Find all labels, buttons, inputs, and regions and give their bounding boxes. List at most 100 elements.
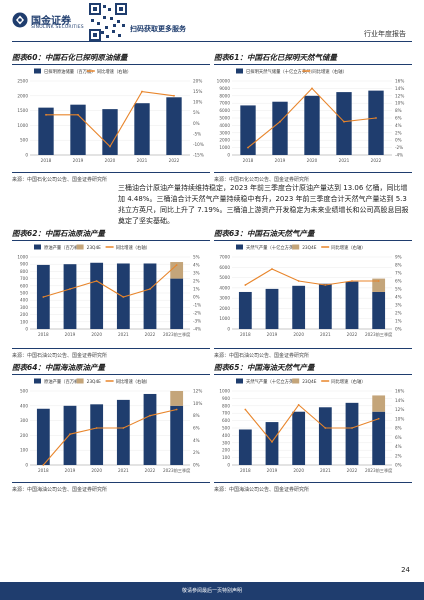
y-right-tick-label: -2% — [395, 145, 403, 150]
y-right-tick-label: 1% — [193, 287, 200, 292]
y-right-tick-label: 5% — [193, 255, 200, 260]
y-right-tick-label: 7% — [395, 271, 402, 276]
y-right-tick-label: 16% — [395, 389, 404, 394]
y-right-tick-label: 12% — [395, 407, 404, 412]
y-right-tick-label: -2% — [193, 311, 201, 316]
y-tick-label: 1000 — [17, 123, 28, 128]
y-right-tick-label: 8% — [395, 263, 402, 268]
legend-label: 天然气产量（十亿立方英尺） — [246, 244, 302, 251]
y-tick-label: 0 — [227, 463, 230, 468]
y-right-tick-label: -4% — [193, 327, 201, 332]
y-tick-label: 900 — [20, 262, 28, 267]
growth-point — [244, 408, 247, 411]
x-tick-label: 2022 — [145, 332, 156, 337]
y-right-tick-label: 14% — [395, 86, 404, 91]
page-header: 国金证券 SINOLINK SECURITIES 扫码获取更多服务 行业年度报告 — [0, 0, 424, 44]
chart-source: 来源：中国石化公司公告、国金证券研究所 — [12, 172, 210, 183]
growth-point — [173, 94, 175, 97]
chart-64: 原油产量（百万桶） 23Q4E 同比增速（右轴） 0 100 200 300 400 500 0%… — [20, 378, 202, 474]
growth-point — [122, 427, 125, 429]
y-right-tick-label: 8% — [193, 413, 200, 418]
y-tick-label: 900 — [222, 396, 230, 401]
x-tick-label: 2018 — [38, 468, 49, 473]
y-tick-label: 10000 — [217, 79, 231, 84]
chart-title: 图表63：中国石油天然气产量 — [214, 228, 412, 241]
legend-label: 原油产量（百万桶） — [44, 244, 83, 251]
y-right-tick-label: -15% — [193, 153, 204, 158]
growth-point — [297, 403, 300, 406]
bar — [368, 90, 384, 155]
growth-point — [244, 284, 247, 286]
y-right-tick-label: 8% — [395, 426, 402, 431]
company-logo-icon — [12, 12, 28, 28]
y-tick-label: 0 — [25, 153, 28, 158]
header-divider — [12, 41, 412, 42]
y-tick-label: 500 — [20, 291, 28, 296]
y-tick-label: 100 — [20, 319, 28, 324]
x-tick-label: 2018 — [240, 468, 251, 473]
x-tick-label: 2020 — [105, 158, 116, 163]
legend-bar-swatch — [236, 378, 243, 384]
bar — [265, 422, 279, 465]
qr-code-icon[interactable] — [88, 2, 128, 42]
bar-stacked-23q4e — [170, 262, 184, 279]
x-tick-label: 2019 — [267, 332, 278, 337]
bar — [345, 402, 359, 465]
x-tick-label: 2020 — [91, 332, 102, 337]
y-tick-label: 200 — [222, 448, 230, 453]
x-tick-label: 2018 — [240, 332, 251, 337]
growth-point — [149, 414, 151, 417]
y-right-tick-label: 3% — [395, 303, 402, 308]
footer-disclaimer: 敬请参阅最后一页特别声明 — [181, 588, 242, 594]
growth-point — [42, 464, 45, 466]
y-right-tick-label: 20% — [193, 79, 202, 84]
y-tick-label: 800 — [222, 403, 230, 408]
growth-point — [375, 117, 377, 119]
chart-source: 来源：中国石油公司公告、国金证券研究所 — [214, 348, 412, 359]
x-tick-label: 2020 — [307, 158, 318, 163]
chart-legend: 原油产量（百万桶） 23Q4E 同比增速（右轴） — [34, 378, 150, 385]
y-tick-label: 5000 — [219, 275, 230, 280]
legend-label: 天然气产量（十亿立方英尺） — [246, 378, 302, 385]
bar — [318, 283, 332, 329]
bar — [304, 95, 320, 155]
y-tick-label: 300 — [222, 440, 230, 445]
y-right-tick-label: 5% — [193, 110, 200, 115]
y-right-tick-label: 2% — [395, 130, 402, 135]
y-right-tick-label: -4% — [395, 153, 403, 158]
x-tick-label: 2021 — [118, 468, 129, 473]
y-tick-label: 7000 — [219, 255, 230, 260]
y-tick-label: 700 — [222, 411, 230, 416]
y-right-tick-label: 0% — [193, 295, 200, 300]
x-tick-label: 2023前三季度 — [365, 467, 393, 474]
growth-line — [244, 404, 379, 443]
bar — [166, 97, 182, 155]
y-right-tick-label: 6% — [395, 279, 402, 284]
y-right-tick-label: 8% — [395, 108, 402, 113]
growth-point — [109, 145, 111, 148]
x-tick-label: 2023前三季度 — [365, 331, 393, 338]
body-paragraph: 三桶油合计原油产量持续维持稳定，2023 年前三季度合计原油产量达到 13.06… — [118, 184, 409, 225]
growth-point — [271, 268, 273, 270]
growth-point — [324, 284, 327, 286]
growth-point — [351, 280, 353, 282]
growth-point — [45, 113, 47, 116]
y-right-tick-label: 12% — [193, 389, 202, 394]
chart-title: 图表62：中国石油原油产量 — [12, 228, 210, 241]
bar-stacked-23q4e — [372, 278, 386, 292]
y-tick-label: 1000 — [219, 145, 230, 150]
bar — [143, 263, 157, 329]
y-tick-label: 6000 — [219, 108, 230, 113]
y-tick-label: 1500 — [17, 108, 28, 113]
x-tick-label: 2022 — [145, 468, 156, 473]
y-tick-label: 600 — [20, 283, 28, 288]
bar — [143, 393, 157, 465]
footer-bar — [0, 582, 424, 600]
y-tick-label: 2000 — [17, 93, 28, 98]
bar — [292, 411, 306, 465]
y-right-tick-label: 4% — [395, 295, 402, 300]
y-right-tick-label: 0% — [193, 463, 200, 468]
bar — [102, 109, 118, 155]
bar — [116, 399, 130, 465]
bar — [170, 278, 184, 329]
